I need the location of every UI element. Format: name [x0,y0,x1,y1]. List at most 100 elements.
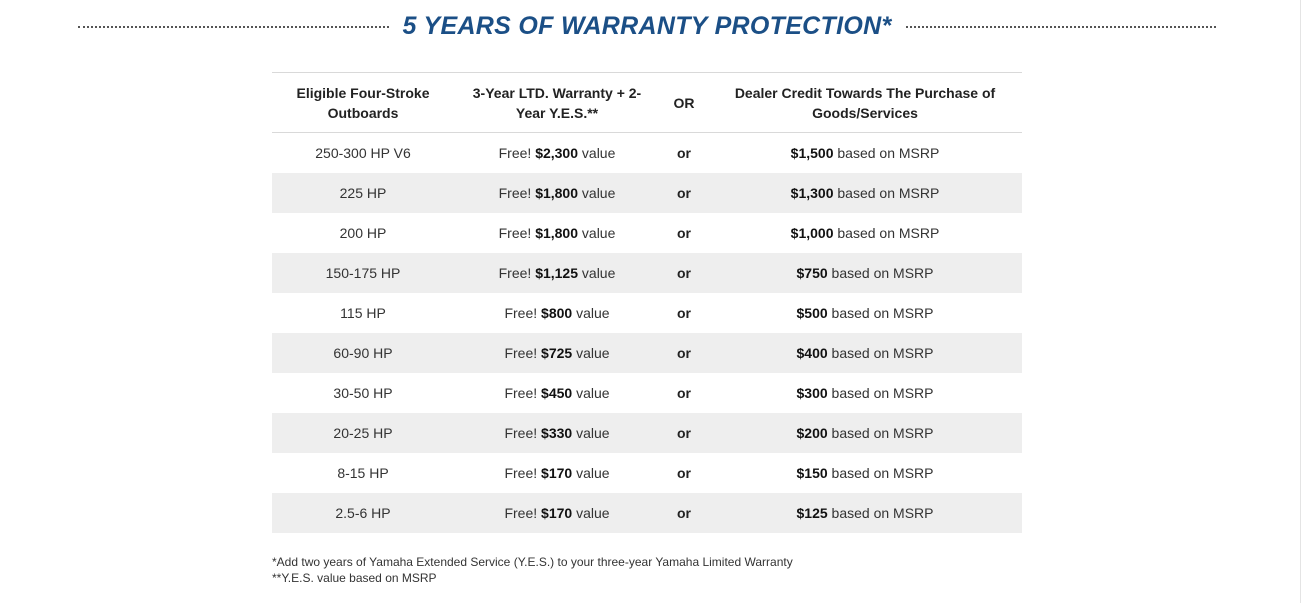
or-cell: or [677,144,691,161]
header-outboards: Eligible Four-Stroke Outboards [296,84,430,121]
section-heading-row: 5 YEARS OF WARRANTY PROTECTION* [78,6,1216,46]
dealer-credit-cell: $1,300 based on MSRP [708,173,1022,213]
warranty-value-cell: Free! $170 value [454,453,660,493]
free-label: Free! [498,144,532,161]
warranty-table: Eligible Four-Stroke Outboards 3-Year LT… [272,72,1022,533]
credit-suffix: based on MSRP [837,224,940,241]
warranty-value-amount: $1,800 [535,224,579,241]
credit-amount: $125 [796,504,828,521]
credit-suffix: based on MSRP [831,264,934,281]
free-label: Free! [504,424,538,441]
value-suffix: value [576,464,610,481]
header-row: Eligible Four-Stroke Outboards 3-Year LT… [272,72,1022,133]
outboard-hp-cell: 115 HP [340,304,386,321]
credit-suffix: based on MSRP [837,184,940,201]
footnotes: *Add two years of Yamaha Extended Servic… [272,554,793,586]
free-label: Free! [498,264,532,281]
outboard-hp-cell: 2.5-6 HP [335,504,391,521]
credit-amount: $300 [796,384,828,401]
warranty-value-cell: Free! $1,125 value [454,253,660,293]
dealer-credit-cell: $200 based on MSRP [708,413,1022,453]
warranty-table-container: Eligible Four-Stroke Outboards 3-Year LT… [272,72,1022,533]
header-dealer-credit: Dealer Credit Towards The Purchase of Go… [734,84,996,121]
credit-suffix: based on MSRP [831,424,934,441]
credit-suffix: based on MSRP [837,144,940,161]
free-label: Free! [498,184,532,201]
credit-suffix: based on MSRP [831,504,934,521]
credit-amount: $750 [796,264,828,281]
or-cell: or [677,304,691,321]
warranty-value-amount: $170 [541,504,573,521]
warranty-value-amount: $450 [541,384,573,401]
free-label: Free! [504,384,538,401]
table-row: 225 HP Free! $1,800 value or $1,300 based o… [272,172,1022,213]
header-or: OR [673,94,695,111]
table-header: Eligible Four-Stroke Outboards 3-Year LT… [272,72,1022,133]
dealer-credit-cell: $1,000 based on MSRP [708,213,1022,253]
value-suffix: value [576,384,610,401]
free-label: Free! [504,304,538,321]
warranty-value-amount: $170 [541,464,573,481]
footnote-yes: *Add two years of Yamaha Extended Servic… [272,555,793,569]
warranty-value-cell: Free! $170 value [454,493,660,533]
table-row: 8-15 HP Free! $170 value or $150 based on M… [272,453,1022,493]
warranty-value-amount: $1,800 [535,184,579,201]
value-suffix: value [581,184,616,201]
outboard-hp-cell: 20-25 HP [333,424,393,441]
outboard-hp-cell: 60-90 HP [333,344,393,361]
header-warranty: 3-Year LTD. Warranty + 2-Year Y.E.S.** [472,84,642,121]
table-row: 2.5-6 HP Free! $170 value or $125 based on … [272,492,1022,533]
dealer-credit-cell: $1,500 based on MSRP [708,133,1022,173]
table-row: 60-90 HP Free! $725 value or $400 based on … [272,332,1022,373]
credit-amount: $400 [796,344,828,361]
table-row: 115 HP Free! $800 value or $500 based on MS… [272,293,1022,333]
or-cell: or [677,344,691,361]
dealer-credit-cell: $500 based on MSRP [708,293,1022,333]
value-suffix: value [576,304,610,321]
or-cell: or [677,184,691,201]
free-label: Free! [504,344,538,361]
credit-suffix: based on MSRP [831,384,934,401]
outboard-hp-cell: 8-15 HP [337,464,389,481]
dealer-credit-cell: $150 based on MSRP [708,453,1022,493]
warranty-value-cell: Free! $330 value [454,413,660,453]
dealer-credit-cell: $750 based on MSRP [708,253,1022,293]
outboard-hp-cell: 250-300 HP V6 [315,144,411,161]
credit-amount: $1,500 [790,144,834,161]
or-cell: or [677,224,691,241]
free-label: Free! [504,504,538,521]
free-label: Free! [498,224,532,241]
credit-amount: $200 [796,424,828,441]
warranty-value-cell: Free! $800 value [454,293,660,333]
footnote-msrp: **Y.E.S. value based on MSRP [272,571,437,585]
or-cell: or [677,264,691,281]
table-row: 30-50 HP Free! $450 value or $300 based on … [272,373,1022,413]
table-row: 150-175 HP Free! $1,125 value or $750 based… [272,252,1022,293]
value-suffix: value [576,424,610,441]
or-cell: or [677,464,691,481]
warranty-value-cell: Free! $1,800 value [454,173,660,213]
table-body: 250-300 HP V6 Free! $2,300 value or $1,500 … [272,133,1022,533]
warranty-value-amount: $725 [541,344,573,361]
table-row: 250-300 HP V6 Free! $2,300 value or $1,500 … [272,133,1022,173]
value-suffix: value [581,224,616,241]
or-cell: or [677,504,691,521]
warranty-value-amount: $800 [541,304,573,321]
warranty-value-cell: Free! $1,800 value [454,213,660,253]
value-suffix: value [581,144,616,161]
or-cell: or [677,424,691,441]
warranty-value-cell: Free! $725 value [454,333,660,373]
warranty-value-cell: Free! $2,300 value [454,133,660,173]
dotted-rule-right [905,26,1216,28]
or-cell: or [677,384,691,401]
dealer-credit-cell: $125 based on MSRP [708,493,1022,533]
free-label: Free! [504,464,538,481]
outboard-hp-cell: 150-175 HP [325,264,401,281]
warranty-value-amount: $330 [541,424,573,441]
credit-suffix: based on MSRP [831,344,934,361]
outboard-hp-cell: 30-50 HP [333,384,393,401]
credit-amount: $500 [796,304,828,321]
warranty-value-amount: $2,300 [535,144,579,161]
outboard-hp-cell: 225 HP [339,184,387,201]
dealer-credit-cell: $300 based on MSRP [708,373,1022,413]
